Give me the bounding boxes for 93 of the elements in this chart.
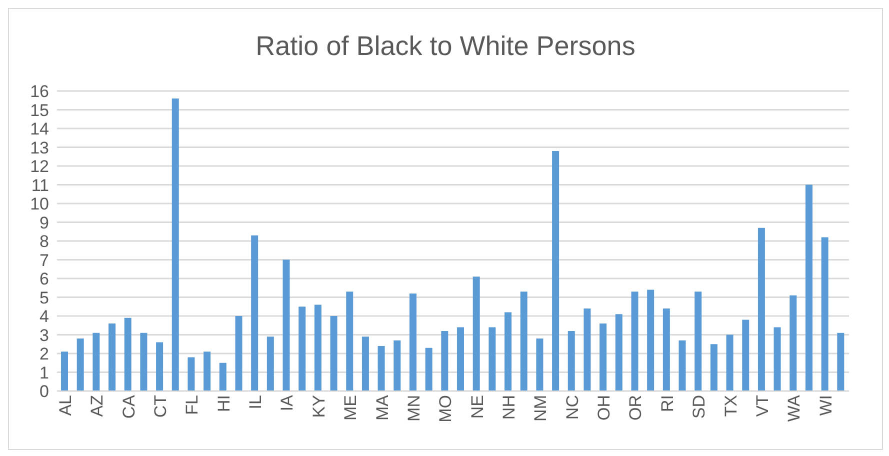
bar [488,327,496,391]
bar [520,292,528,391]
y-tick-label: 11 [31,176,49,195]
y-tick-label: 4 [40,307,49,326]
x-tick-label: IL [246,395,266,410]
bar [805,184,812,391]
y-tick-label: 5 [40,288,49,308]
y-tick-label: 8 [40,232,49,252]
x-tick-label: MO [436,395,456,422]
bar [662,308,670,391]
x-tick-label: SD [690,395,709,419]
bar [394,340,401,391]
bar [314,304,322,391]
bar [615,314,622,391]
bar [647,290,654,391]
bar [568,331,575,391]
bar [472,276,480,391]
x-tick-label: WI [816,395,836,416]
y-tick-label: 12 [30,157,49,176]
x-tick-label: NM [531,395,550,422]
bar [298,306,306,391]
bar [504,312,512,391]
bar [61,352,68,391]
bar [156,342,164,391]
bar [552,151,560,391]
x-tick-label: CA [119,394,138,419]
bar [758,228,765,391]
bar [251,235,258,391]
bar [219,362,226,391]
x-tick-label: CT [151,395,170,418]
x-tick-label: KY [309,395,328,418]
bar [362,336,369,391]
bar [92,332,100,391]
bar [266,336,274,391]
x-tick-label: OH [594,395,614,420]
bar [441,331,448,391]
x-tick-label: NH [500,395,519,420]
bar [140,332,148,391]
bar [774,327,781,391]
bar [235,316,242,391]
y-tick-label: 9 [40,213,49,232]
x-tick-label: ME [341,395,360,420]
x-tick-label: VT [752,395,772,417]
bar [188,357,195,391]
bar [837,332,844,391]
x-tick-label: HI [214,395,234,412]
x-tick-label: AZ [88,395,107,417]
bar [76,338,84,391]
x-tick-label: OR [626,395,646,420]
bar [710,344,718,391]
bar [124,318,132,391]
bar [346,292,354,391]
bar [409,294,416,391]
bar [726,334,734,391]
bar [536,338,544,391]
bar [282,260,290,391]
bar [378,346,385,391]
y-tick-label: 15 [30,100,49,120]
y-tick-label: 14 [30,120,49,139]
y-tick-label: 10 [30,194,49,214]
x-tick-label: RI [658,395,677,412]
x-tick-label: FL [182,395,202,415]
bar [204,352,211,391]
x-tick-label: TX [721,395,740,417]
bar [742,320,750,391]
bar [631,292,638,391]
bar [330,316,338,391]
bar [694,292,702,391]
bar [172,98,179,391]
bar [108,324,116,391]
bar [821,237,828,391]
y-tick-label: 3 [40,326,49,345]
bar [457,327,464,391]
y-tick-label: 2 [40,344,49,364]
chart-title: Ratio of Black to White Persons [254,30,636,63]
x-tick-label: MA [372,394,392,420]
x-tick-label: IA [278,394,297,412]
bar [600,324,607,391]
bar [790,295,797,391]
x-tick-label: AL [56,395,75,416]
y-tick-label: 0 [40,382,49,402]
y-tick-label: 7 [40,250,49,270]
bar [678,340,686,391]
bar [425,348,432,391]
y-tick-label: 1 [40,363,49,382]
x-tick-label: NE [468,395,487,419]
y-tick-label: 16 [30,82,49,102]
bar [584,308,591,391]
x-tick-label: MN [404,395,424,422]
y-tick-label: 6 [40,270,49,289]
x-tick-label: NC [562,395,582,420]
x-tick-label: WA [784,394,804,422]
y-tick-label: 13 [30,138,49,158]
